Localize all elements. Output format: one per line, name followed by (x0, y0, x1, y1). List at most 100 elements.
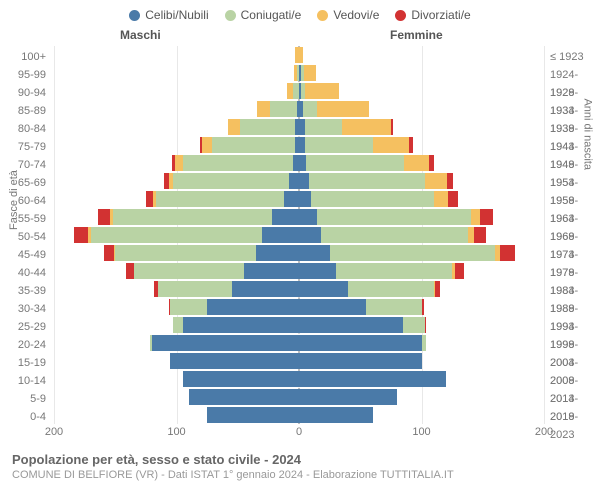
bar-segment-v (299, 47, 303, 63)
bar-segment-c (183, 371, 299, 387)
bar-segment-g (330, 245, 495, 261)
bar-segment-d (98, 209, 110, 225)
bar-segment-c (272, 209, 299, 225)
female-bar (299, 407, 544, 423)
bar-segment-g (158, 281, 232, 297)
bar-segment-c (299, 245, 330, 261)
bar-segment-d (480, 209, 492, 225)
gender-headers: Maschi Femmine (0, 28, 600, 44)
bar-segment-g (212, 137, 295, 153)
age-label: 80-84 (0, 120, 50, 138)
bar-segment-v (373, 137, 410, 153)
year-label: 1999-2003 (546, 336, 600, 354)
year-label: 1979-1983 (546, 264, 600, 282)
bar-segment-g (317, 209, 470, 225)
legend-label: Coniugati/e (241, 8, 302, 22)
bar-segment-g (240, 119, 295, 135)
age-label: 25-29 (0, 318, 50, 336)
bar-segment-d (448, 191, 458, 207)
bar-segment-v (404, 155, 429, 171)
pyramid-row (54, 298, 544, 316)
male-bar (54, 119, 299, 135)
legend-item: Celibi/Nubili (129, 8, 208, 22)
bar-segment-v (257, 101, 269, 117)
bar-segment-g (134, 263, 244, 279)
bar-segment-d (422, 299, 424, 315)
pyramid-row (54, 136, 544, 154)
female-bar (299, 353, 544, 369)
year-label: 1994-1998 (546, 318, 600, 336)
year-label: ≤ 1923 (546, 48, 600, 66)
male-bar (54, 263, 299, 279)
bar-segment-c (284, 191, 299, 207)
bar-segment-c (207, 299, 299, 315)
bar-segment-d (474, 227, 486, 243)
age-label: 100+ (0, 48, 50, 66)
population-pyramid-chart: Celibi/NubiliConiugati/eVedovi/eDivorzia… (0, 0, 600, 500)
pyramid-row (54, 64, 544, 82)
x-tick: 200 (45, 426, 63, 438)
bar-segment-v (304, 65, 316, 81)
bar-segment-d (435, 281, 440, 297)
bar-segment-d (425, 317, 426, 333)
female-bar (299, 263, 544, 279)
bar-segment-v (342, 119, 391, 135)
age-label: 85-89 (0, 102, 50, 120)
bar-segment-g (366, 299, 421, 315)
female-bar (299, 245, 544, 261)
age-label: 90-94 (0, 84, 50, 102)
legend-swatch (225, 10, 236, 21)
age-label: 50-54 (0, 228, 50, 246)
bar-segment-g (173, 317, 183, 333)
bar-segment-g (348, 281, 434, 297)
female-bar (299, 209, 544, 225)
bar-segment-c (189, 389, 299, 405)
chart-subtitle: COMUNE DI BELFIORE (VR) - Dati ISTAT 1° … (12, 469, 600, 481)
year-label: 1959-1963 (546, 192, 600, 210)
gridline (544, 46, 545, 424)
female-bar (299, 101, 544, 117)
x-axis: 2001000100200 (54, 424, 544, 442)
year-label: 2004-2008 (546, 354, 600, 372)
year-label: 1984-1988 (546, 282, 600, 300)
bar-segment-c (299, 353, 422, 369)
bar-segment-c (256, 245, 299, 261)
year-label: 2019-2023 (546, 408, 600, 426)
bar-segment-d (429, 155, 434, 171)
pyramid-row (54, 406, 544, 424)
bar-segment-c (299, 227, 321, 243)
female-bar (299, 317, 544, 333)
female-bar (299, 389, 544, 405)
bar-segment-c (299, 209, 317, 225)
bar-segment-c (299, 263, 336, 279)
female-bar (299, 137, 544, 153)
bar-segment-c (262, 227, 299, 243)
age-label: 5-9 (0, 390, 50, 408)
female-bar (299, 281, 544, 297)
male-bar (54, 371, 299, 387)
x-tick: 100 (167, 426, 185, 438)
legend-swatch (395, 10, 406, 21)
bar-segment-c (299, 407, 373, 423)
header-male: Maschi (120, 28, 161, 42)
bar-segment-g (270, 101, 297, 117)
legend-item: Divorziati/e (395, 8, 470, 22)
bar-segment-g (303, 101, 318, 117)
bar-segment-g (422, 335, 427, 351)
bar-segment-c (183, 317, 299, 333)
male-bar (54, 353, 299, 369)
male-bar (54, 65, 299, 81)
x-tick: 100 (412, 426, 430, 438)
male-bar (54, 299, 299, 315)
pyramid-row (54, 100, 544, 118)
bar-segment-c (299, 155, 306, 171)
bar-segment-d (500, 245, 515, 261)
male-bar (54, 155, 299, 171)
bar-segment-g (305, 137, 372, 153)
bar-segment-c (299, 299, 366, 315)
year-label: 1989-1993 (546, 300, 600, 318)
age-label: 0-4 (0, 408, 50, 426)
bar-segment-g (170, 299, 207, 315)
pyramid-row (54, 262, 544, 280)
bar-segment-c (152, 335, 299, 351)
